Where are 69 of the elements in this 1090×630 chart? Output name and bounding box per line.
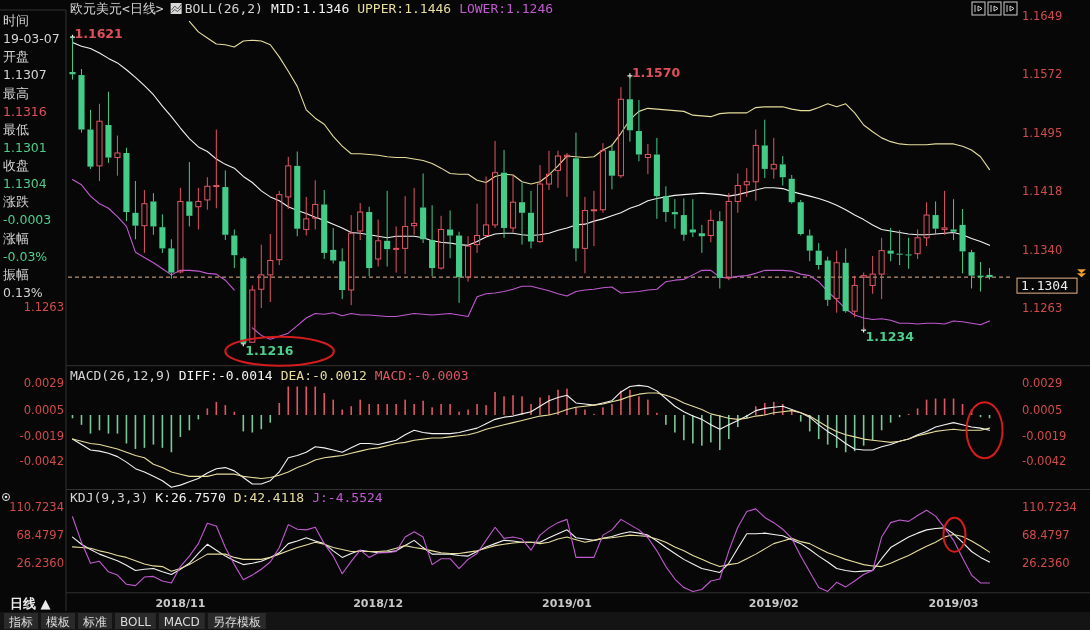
info-text: 开盘 [3,49,29,65]
y-tick: 1.1340 [1022,243,1063,258]
title: MACD(26,12,9) [70,368,172,383]
y-tick: 0.0029 [1022,376,1063,391]
tab: BOLL [115,613,156,629]
ref-label: 1.1304 [1016,277,1078,294]
info-text: -0.03% [3,248,48,264]
legend-item: MACD:-0.0003 [374,368,469,383]
x-tick: 2018/12 [353,596,404,610]
legend-item: UPPER:1.1446 [357,1,452,16]
y-tick: 26.2360 [1022,555,1070,570]
annotation: 1.1234 [865,329,915,345]
x-tick: 2019/01 [542,596,592,610]
info-text: 1.1304 [3,176,47,192]
info-text: 1.1301 [3,139,47,155]
y-tick: 0.0005 [1022,402,1063,417]
tab: 模板 [41,613,75,629]
info-text: 最高 [3,85,29,101]
period: 日线 ▲ [10,596,51,611]
y2-tick: 0.0029 [23,376,64,391]
y2-tick: -0.0042 [19,454,64,469]
x-tick: 2019/02 [748,596,799,610]
info-text: 1.1316 [3,103,47,119]
info-text: 1.1307 [3,67,47,83]
y-tick: 1.1649 [1022,9,1063,24]
info-text: 时间 [3,13,29,28]
y2-tick: 0.0005 [23,402,64,417]
legend-item: J:-4.5524 [312,490,383,505]
note: 1.1621 [69,26,123,42]
note: 1.1570 [626,64,681,80]
annotation: 1.1216 [245,342,294,358]
legend-item: DIFF:-0.0014 [178,368,273,383]
y-tick: 1.1572 [1022,67,1063,82]
title: KDJ(9,3,3) [70,490,149,505]
info-text: 涨幅 [3,230,29,246]
y2-tick: -0.0019 [19,429,64,443]
y2-tick: 68.4797 [16,528,64,542]
info-text: 0.13% [3,284,43,300]
info-text: 收盘 [3,158,29,174]
info-text: 19-03-07 [3,31,60,47]
y-tick: 110.7234 [1022,500,1077,515]
legend-item: LOWER:1.1246 [459,1,554,16]
y-tick: -0.0042 [1022,454,1067,469]
y-tick: -0.0019 [1022,429,1067,443]
subtitle: BOLL(26,2) [184,1,263,16]
legend-item: K:26.7570 [155,490,226,505]
y2-tick: 110.7234 [9,500,64,515]
legend-item: MID:1.1346 [270,1,350,16]
tab: 另存模板 [207,613,266,629]
info-text: -0.0003 [3,212,52,228]
legend-item: DEA:-0.0012 [280,368,367,383]
title: 欧元美元<日线> [70,1,164,16]
ref-line-label: 1.1304 [1021,278,1069,294]
x-tick: 2018/11 [155,596,206,610]
note: 1.1263 [23,300,64,314]
info-text: 涨跌 [3,194,29,210]
y-tick: 1.1495 [1022,125,1063,140]
tab: 标准 [78,613,112,629]
legend-item: D:42.4118 [233,490,305,505]
info-text: 振幅 [3,266,29,282]
y-tick: 1.1263 [1022,301,1063,316]
info-text: 最低 [3,121,29,137]
note: 1.1234 [860,327,914,345]
tab: MACD [158,613,205,629]
tab: 指标 [4,613,38,629]
y-tick: 1.1418 [1022,184,1063,199]
y-tick: 68.4797 [1022,528,1070,542]
x-tick: 2019/03 [928,596,979,610]
y2-tick: 26.2360 [16,555,64,570]
